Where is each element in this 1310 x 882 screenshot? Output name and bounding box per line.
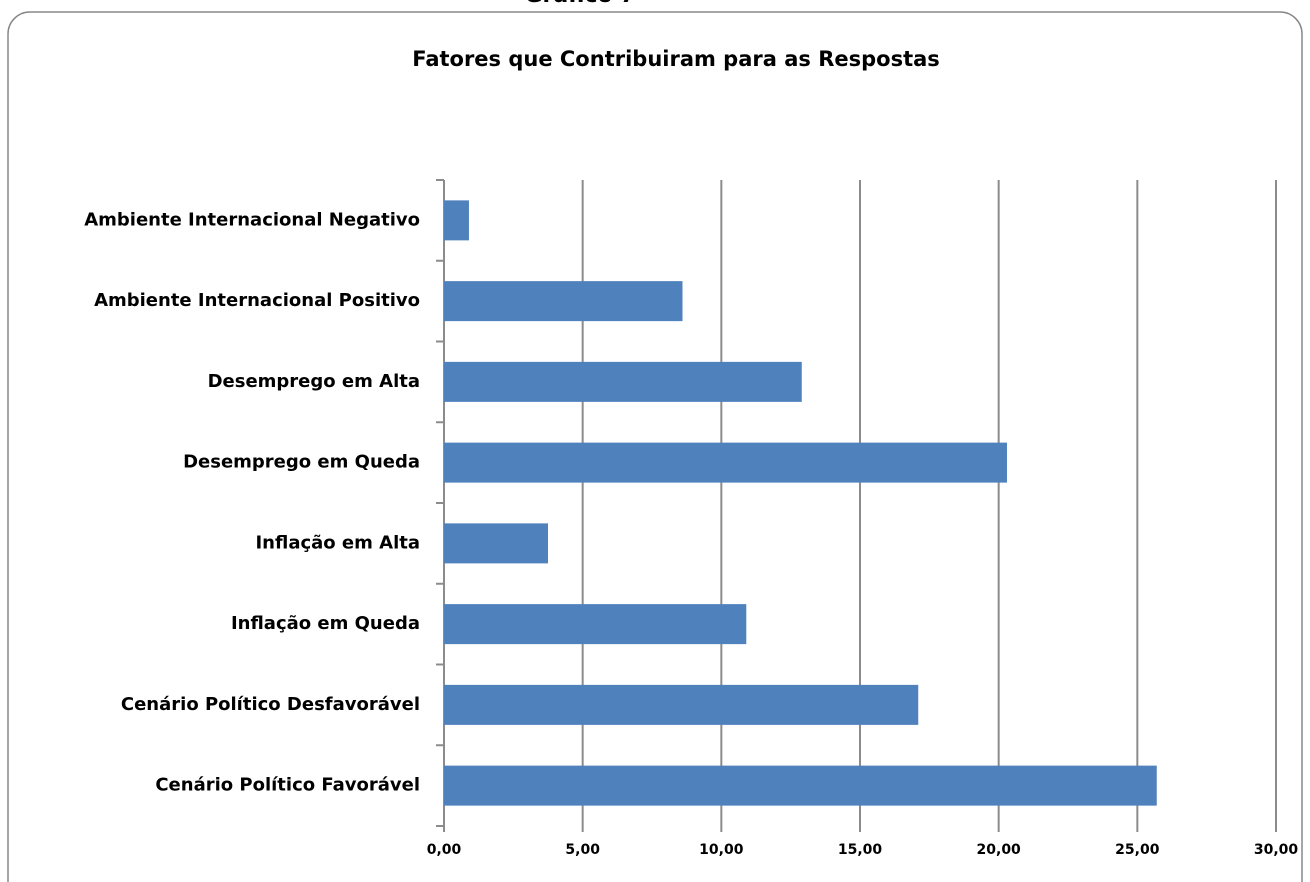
bar (444, 523, 548, 564)
bar (444, 442, 1007, 483)
bar (444, 604, 747, 645)
x-tick-label: 20,00 (977, 842, 1022, 858)
bar (444, 765, 1157, 806)
bar (444, 281, 683, 322)
heading-bg (480, 0, 680, 11)
y-tick-label: Desemprego em Queda (183, 452, 420, 473)
y-tick-label: Desemprego em Alta (208, 371, 420, 392)
x-tick-label: 10,00 (699, 842, 744, 858)
x-tick-label: 0,00 (427, 842, 462, 858)
x-tick-label: 30,00 (1254, 842, 1299, 858)
heading: Gráfico 7 (524, 0, 635, 8)
y-tick-label: Cenário Político Favorável (155, 775, 420, 796)
bar (444, 200, 469, 241)
y-tick-label: Inflação em Queda (231, 613, 420, 634)
bar (444, 684, 919, 725)
x-tick-label: 25,00 (1115, 842, 1160, 858)
x-tick-label: 15,00 (838, 842, 883, 858)
y-tick-label: Cenário Político Desfavorável (121, 694, 420, 715)
y-tick-label: Ambiente Internacional Positivo (94, 290, 420, 311)
chart-title: Fatores que Contribuiram para as Respost… (412, 47, 940, 71)
x-tick-label: 5,00 (565, 842, 600, 858)
y-tick-label: Ambiente Internacional Negativo (84, 209, 420, 230)
y-tick-label: Inflação em Alta (255, 532, 420, 553)
bar (444, 361, 802, 402)
